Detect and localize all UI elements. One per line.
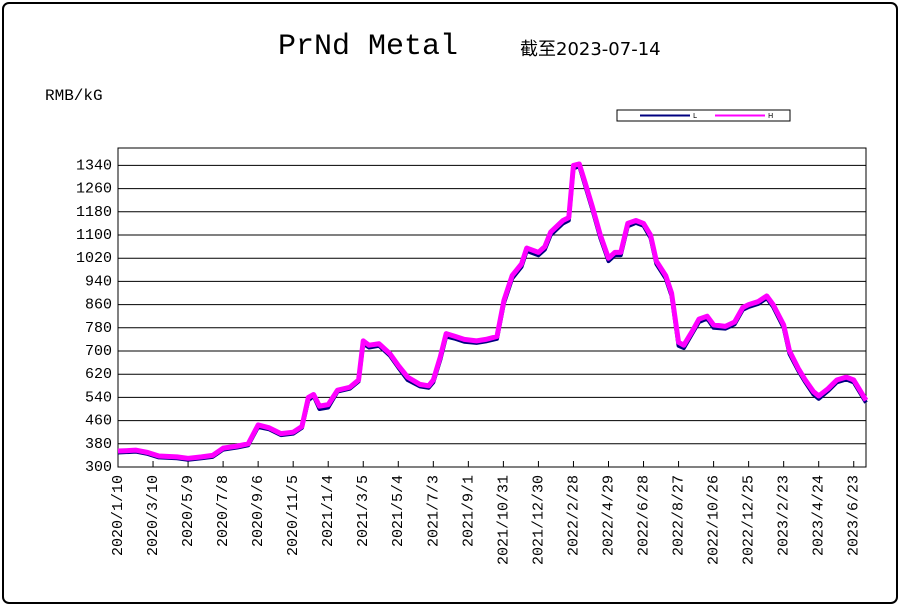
x-tick-label: 2021/7/3 xyxy=(425,475,442,547)
x-tick-label: 2022/4/29 xyxy=(600,475,617,556)
x-tick-label: 2023/6/23 xyxy=(846,475,863,556)
y-tick-label: 460 xyxy=(85,413,112,430)
y-tick-label: 780 xyxy=(85,320,112,337)
x-tick-label: 2022/6/28 xyxy=(635,475,652,556)
x-tick-label: 2021/3/5 xyxy=(355,475,372,547)
x-tick-label: 2020/1/10 xyxy=(110,475,127,556)
x-tick-label: 2022/12/25 xyxy=(741,475,758,565)
x-tick-label: 2022/10/26 xyxy=(706,475,723,565)
y-tick-label: 620 xyxy=(85,366,112,383)
x-tick-label: 2022/8/27 xyxy=(671,475,688,556)
y-tick-label: 380 xyxy=(85,436,112,453)
y-tick-label: 1100 xyxy=(76,227,112,244)
x-tick-label: 2022/2/28 xyxy=(565,475,582,556)
plot-area xyxy=(117,147,867,468)
x-tick-label: 2021/10/31 xyxy=(495,475,512,565)
x-tick-label: 2020/9/6 xyxy=(250,475,267,547)
x-tick-label: 2023/4/24 xyxy=(811,475,828,556)
x-tick-label: 2023/2/23 xyxy=(776,475,793,556)
y-tick-label: 540 xyxy=(85,389,112,406)
y-tick-label: 300 xyxy=(85,459,112,476)
x-tick-label: 2020/5/9 xyxy=(180,475,197,547)
y-tick-label: 1020 xyxy=(76,250,112,267)
y-tick-label: 1260 xyxy=(76,181,112,198)
x-tick-label: 2021/1/4 xyxy=(320,475,337,547)
x-tick-label: 2021/9/1 xyxy=(460,475,477,547)
y-tick-label: 940 xyxy=(85,273,112,290)
x-tick-label: 2020/7/8 xyxy=(215,475,232,547)
chart-subtitle: 截至2023-07-14 xyxy=(520,39,661,60)
y-tick-label: 1340 xyxy=(76,157,112,174)
y-tick-label: 700 xyxy=(85,343,112,360)
legend-label: H xyxy=(768,112,773,120)
y-tick-label: 1180 xyxy=(76,204,112,221)
chart-title: PrNd Metal xyxy=(278,30,458,64)
legend xyxy=(616,109,791,122)
series-line xyxy=(117,161,869,461)
x-tick-label: 2020/3/10 xyxy=(145,475,162,556)
x-tick-label: 2021/5/4 xyxy=(390,475,407,547)
x-tick-label: 2020/11/5 xyxy=(285,475,302,556)
x-tick-label: 2021/12/30 xyxy=(530,475,547,565)
y-tick-label: 860 xyxy=(85,297,112,314)
y-axis-label: RMB/kG xyxy=(45,87,103,105)
legend-label: L xyxy=(693,112,697,120)
